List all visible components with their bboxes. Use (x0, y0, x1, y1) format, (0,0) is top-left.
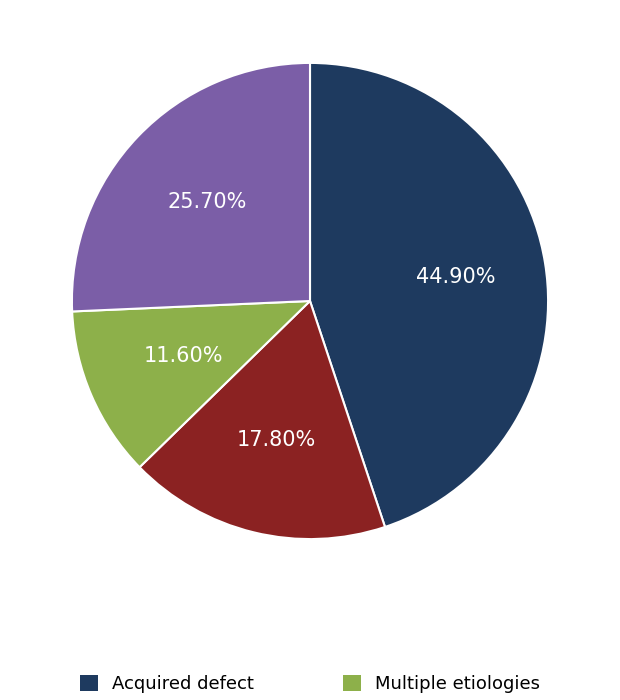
Legend: Acquired defect, Immunological diseases, Multiple etiologies, Trauma: Acquired defect, Immunological diseases,… (79, 675, 541, 700)
Text: 25.70%: 25.70% (167, 193, 247, 212)
Text: 11.60%: 11.60% (143, 346, 223, 366)
Text: 17.80%: 17.80% (237, 430, 316, 450)
Wedge shape (72, 301, 310, 467)
Wedge shape (72, 63, 310, 312)
Wedge shape (310, 63, 548, 527)
Text: 44.90%: 44.90% (416, 267, 495, 288)
Wedge shape (140, 301, 385, 539)
